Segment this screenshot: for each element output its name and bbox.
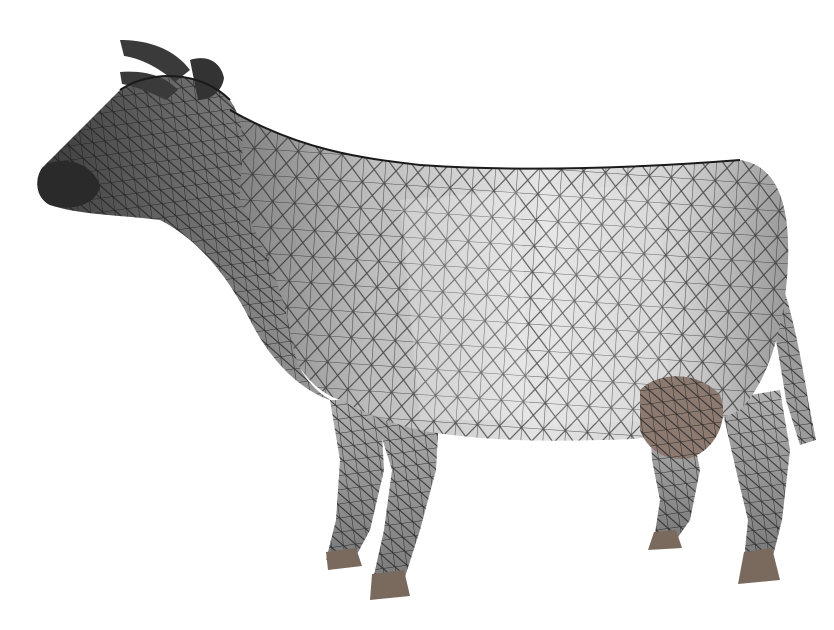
cow-horn-right	[120, 71, 178, 100]
cow-hoof	[326, 548, 362, 570]
cow-horn-left	[120, 40, 190, 82]
cow-hoof	[370, 570, 410, 600]
cow-muzzle	[37, 161, 100, 208]
cow-hoof	[648, 530, 682, 550]
cow-hoof	[738, 548, 780, 584]
